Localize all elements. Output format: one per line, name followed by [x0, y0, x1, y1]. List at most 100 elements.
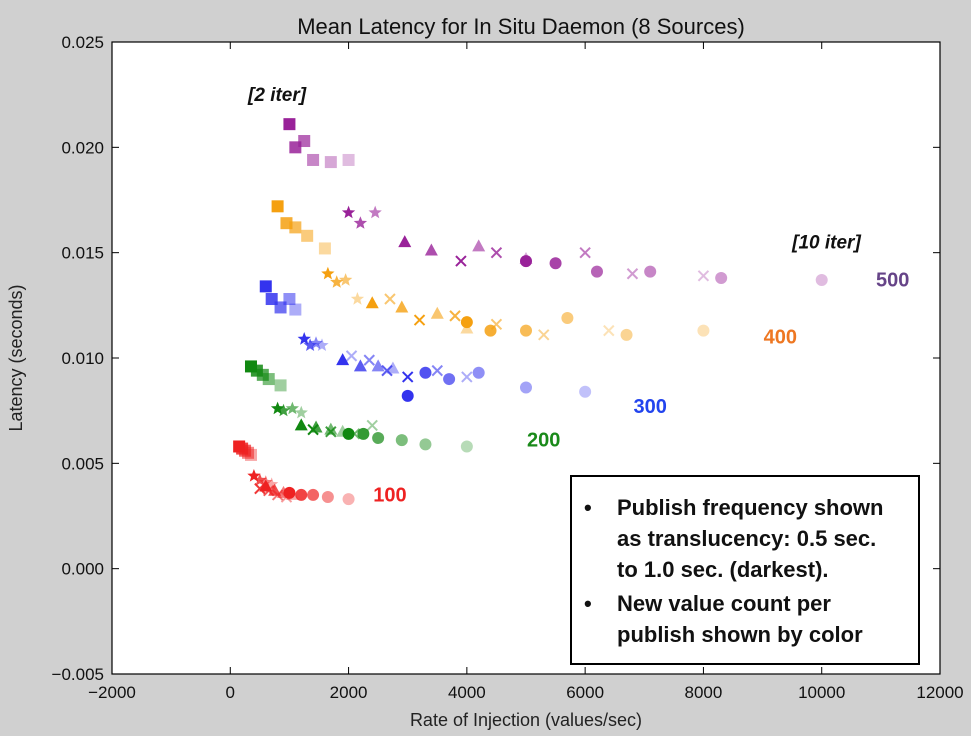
- point-400-circle: [460, 316, 473, 329]
- point-500-circle: [644, 265, 657, 278]
- y-tick-label: 0.020: [61, 138, 104, 157]
- point-300-triangle: [386, 361, 400, 374]
- point-100-circle: [283, 486, 296, 499]
- point-400-square: [271, 200, 284, 213]
- series-label-200: 200: [527, 429, 560, 451]
- legend-bullet: •: [584, 495, 592, 520]
- point-300-x: [345, 350, 358, 362]
- point-200-square: [262, 373, 275, 386]
- legend-text-line: publish shown by color: [617, 622, 863, 647]
- point-500-star: [341, 205, 356, 219]
- chart-title: Mean Latency for In Situ Daemon (8 Sourc…: [297, 14, 745, 39]
- point-500-x: [697, 270, 710, 282]
- point-200-x: [325, 426, 337, 438]
- point-500-triangle: [424, 243, 438, 256]
- series-label-300: 300: [634, 396, 667, 418]
- point-100-square: [244, 448, 257, 461]
- x-tick-label: 10000: [798, 683, 845, 702]
- point-200-star: [294, 405, 308, 419]
- x-tick-label: 0: [226, 683, 235, 702]
- point-400-star: [339, 273, 353, 286]
- x-axis-label: Rate of Injection (values/sec): [410, 710, 642, 730]
- point-300-circle: [443, 373, 456, 386]
- legend-box: • Publish frequency shown as translucency:…: [570, 475, 920, 665]
- axis-ticks: −2000 0 2000 4000 6000 8000 10000 12000 −0.005 0.…: [52, 33, 964, 702]
- point-500-circle: [715, 271, 728, 284]
- y-tick-label: 0.005: [61, 454, 104, 473]
- y-tick-label: 0.015: [61, 244, 104, 263]
- point-400-circle: [561, 311, 574, 324]
- point-300-x: [431, 364, 443, 377]
- point-400-star: [350, 292, 365, 305]
- plot-frame: [111, 41, 941, 675]
- point-300-square: [259, 280, 272, 293]
- point-100-circle: [295, 488, 308, 501]
- point-200-circle: [419, 438, 432, 451]
- series-label-400: 400: [764, 326, 797, 348]
- point-100-circle: [307, 488, 320, 501]
- point-500-circle: [549, 257, 562, 270]
- legend-text-line: New value count per: [617, 591, 831, 616]
- point-500-star: [368, 205, 382, 219]
- point-300-x: [402, 371, 414, 383]
- point-100-star: [253, 473, 267, 486]
- point-200-triangle: [294, 418, 308, 431]
- point-300-triangle: [336, 353, 350, 366]
- x-tick-label: 12000: [916, 683, 963, 702]
- point-300-star: [303, 338, 317, 351]
- point-400-circle: [697, 324, 710, 337]
- point-500-square: [283, 118, 296, 131]
- annotations: [2 iter] [10 iter] 100 200 300 400 500: [247, 85, 909, 506]
- point-400-circle: [520, 324, 532, 337]
- legend-text-line: Publish frequency shown: [617, 495, 883, 520]
- point-500-star: [353, 216, 368, 229]
- point-400-x: [538, 329, 550, 341]
- point-400-x: [413, 314, 426, 326]
- series-label-100: 100: [373, 484, 406, 506]
- point-300-triangle: [353, 359, 367, 372]
- y-tick-label: 0.025: [61, 33, 104, 52]
- point-200-circle: [342, 427, 355, 440]
- point-100-star: [247, 469, 261, 482]
- point-200-x: [307, 423, 319, 436]
- point-300-circle: [520, 381, 532, 394]
- point-400-x: [449, 310, 461, 322]
- legend-text-line: as translucency: 0.5 sec.: [617, 526, 876, 551]
- point-500-triangle: [472, 239, 486, 252]
- series-label-500: 500: [876, 269, 909, 291]
- point-300-circle: [579, 385, 592, 398]
- point-500-circle: [520, 255, 532, 268]
- y-tick-label: 0.010: [61, 349, 104, 368]
- point-500-x: [455, 255, 467, 267]
- y-axis-label: Latency (seconds): [6, 284, 26, 431]
- point-400-circle: [484, 324, 497, 337]
- point-100-star: [265, 477, 279, 491]
- point-100-circle: [342, 493, 355, 506]
- legend-bullet: •: [584, 591, 592, 616]
- point-300-circle: [472, 366, 485, 379]
- point-500-square: [307, 153, 320, 166]
- legend-text-line: to 1.0 sec. (darkest).: [617, 557, 829, 582]
- point-400-x: [603, 324, 615, 337]
- point-500-circle: [815, 274, 828, 287]
- point-200-circle: [357, 427, 370, 440]
- iteration-annotation: [10 iter]: [791, 232, 861, 253]
- x-tick-label: 4000: [448, 683, 486, 702]
- point-400-square: [289, 221, 302, 234]
- point-500-triangle: [398, 235, 412, 248]
- point-500-square: [342, 153, 355, 166]
- point-100-triangle: [268, 483, 282, 496]
- point-300-square: [289, 303, 302, 316]
- x-tick-label: 2000: [330, 683, 368, 702]
- point-300-star: [297, 332, 311, 345]
- point-400-square: [318, 242, 331, 255]
- point-400-star: [321, 266, 335, 280]
- point-300-circle: [401, 389, 414, 402]
- point-200-circle: [372, 432, 385, 445]
- point-200-triangle: [324, 422, 338, 435]
- point-300-square: [283, 293, 296, 306]
- point-200-star: [276, 403, 291, 417]
- x-tick-label: −2000: [88, 683, 136, 702]
- iteration-annotation: [2 iter]: [247, 85, 307, 106]
